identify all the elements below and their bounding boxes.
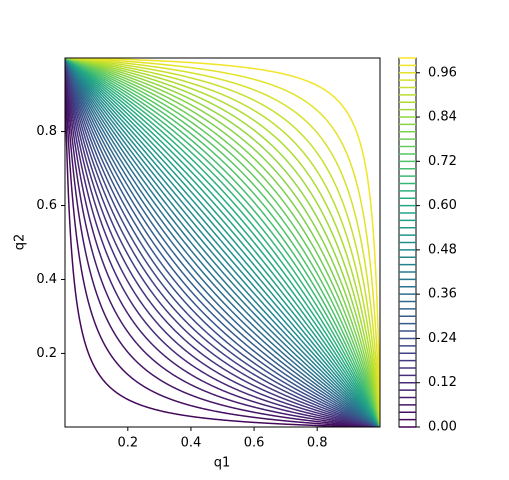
colorbar-tick-label: 0.72 — [428, 154, 457, 169]
colorbar-tick-label: 0.96 — [428, 65, 457, 80]
y-tick-label: 0.8 — [36, 124, 57, 139]
contour-line — [65, 58, 380, 427]
contour-line — [65, 58, 380, 427]
contour-line — [65, 58, 380, 427]
contour-line — [65, 58, 380, 427]
x-tick-label: 0.8 — [307, 436, 328, 451]
contour-line — [65, 58, 380, 427]
y-tick-label: 0.2 — [36, 346, 57, 361]
colorbar-tick-label: 0.60 — [428, 198, 457, 213]
colorbar-tick-label: 0.12 — [428, 375, 457, 390]
contour-line — [65, 58, 380, 427]
colorbar-tick-label: 0.84 — [428, 110, 457, 125]
contour-line — [65, 58, 380, 427]
contour-line — [65, 58, 380, 427]
contour-line — [65, 58, 380, 427]
contour-line — [65, 58, 380, 427]
x-tick-label: 0.2 — [117, 436, 138, 451]
contour-line — [65, 58, 380, 427]
contour-line — [65, 58, 380, 427]
contour-line — [65, 58, 380, 427]
x-tick-label: 0.6 — [244, 436, 265, 451]
contour-line — [65, 58, 380, 427]
contour-area — [65, 58, 380, 427]
colorbar-tick-label: 0.00 — [428, 420, 457, 435]
contour-line — [65, 58, 380, 427]
contour-line — [65, 58, 380, 427]
contour-line — [65, 58, 380, 427]
contour-line — [65, 58, 380, 427]
contour-line — [65, 58, 380, 427]
contour-line — [65, 58, 380, 427]
contour-line — [65, 58, 380, 427]
colorbar-tick-label: 0.24 — [428, 331, 457, 346]
contour-line — [65, 58, 380, 427]
contour-line — [65, 58, 380, 427]
y-tick-label: 0.4 — [36, 272, 57, 287]
contour-line — [65, 58, 380, 427]
contour-line — [65, 58, 380, 427]
colorbar-tick-label: 0.36 — [428, 287, 457, 302]
contour-line — [65, 58, 380, 427]
plot-frame — [64, 57, 381, 428]
y-tick-label: 0.6 — [36, 198, 57, 213]
contour-line — [65, 58, 380, 427]
contour-line — [65, 58, 380, 427]
x-tick-label: 0.4 — [181, 436, 202, 451]
contour-line — [65, 58, 380, 427]
x-axis-label: q1 — [214, 456, 231, 471]
contour-line — [65, 58, 380, 427]
colorbar-tick-label: 0.48 — [428, 242, 457, 257]
contour-line — [65, 58, 380, 427]
contour-line — [65, 58, 380, 427]
y-axis-label: q2 — [13, 234, 28, 251]
